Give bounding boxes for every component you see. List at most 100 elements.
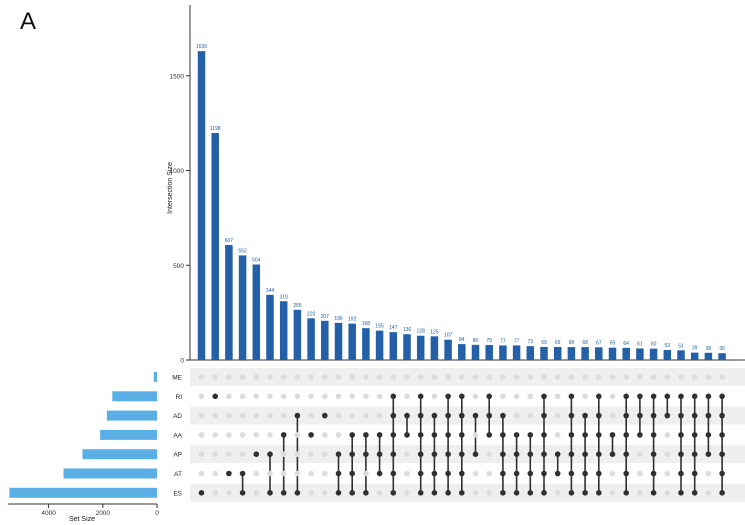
matrix-dot-active	[719, 451, 725, 458]
matrix-dot	[513, 374, 520, 380]
y-axis-label: Intersection Size	[167, 162, 174, 214]
matrix-dot-active	[719, 393, 725, 400]
matrix-dot-active	[691, 470, 698, 477]
set-size-tick-label: 4000	[41, 510, 56, 517]
matrix-dot	[294, 393, 301, 400]
matrix-dot-active	[226, 470, 232, 477]
matrix-dot-active	[650, 470, 657, 477]
matrix-dot-active	[431, 470, 438, 477]
matrix-dot-active	[596, 412, 602, 419]
matrix-dot-active	[335, 451, 342, 458]
matrix-dot-active	[650, 432, 657, 438]
matrix-dot	[691, 374, 698, 380]
matrix-dot-active	[363, 451, 369, 458]
matrix-dot	[212, 374, 218, 380]
matrix-dot	[513, 412, 520, 419]
matrix-dot	[363, 412, 369, 419]
matrix-dot	[664, 374, 671, 380]
matrix-dot-active	[445, 451, 451, 458]
bar-value-label: 196	[334, 316, 343, 322]
intersection-bar	[649, 348, 658, 360]
matrix-dot-active	[582, 432, 588, 438]
matrix-dot	[404, 393, 410, 400]
matrix-dot-active	[541, 412, 547, 419]
intersection-bar	[663, 349, 672, 360]
intersection-bar	[690, 352, 699, 360]
matrix-dot-active	[609, 451, 616, 458]
matrix-dot-active	[541, 470, 547, 477]
matrix-dot-active	[239, 490, 246, 496]
matrix-dot-active	[678, 490, 684, 496]
matrix-dot	[486, 490, 493, 496]
matrix-dot-active	[596, 432, 602, 438]
matrix-dot	[322, 470, 328, 477]
intersection-bar	[622, 347, 630, 360]
matrix-dot-active	[637, 393, 643, 400]
matrix-dot-active	[705, 432, 712, 438]
matrix-dot	[527, 393, 534, 400]
matrix-dot-active	[678, 451, 684, 458]
matrix-dot	[239, 451, 246, 458]
intersection-bar	[485, 345, 493, 360]
matrix-dot-active	[582, 412, 588, 419]
matrix-dot-active	[596, 393, 602, 400]
intersection-bar	[677, 350, 685, 360]
intersection-bar	[252, 264, 261, 360]
matrix-dot-active	[253, 451, 260, 458]
matrix-dot	[404, 470, 410, 477]
matrix-dot-active	[719, 470, 725, 477]
matrix-dot	[308, 374, 314, 380]
matrix-dot-active	[650, 412, 657, 419]
matrix-dot	[212, 412, 218, 419]
intersection-bar	[444, 339, 452, 360]
matrix-dot	[554, 393, 561, 400]
matrix-dot-active	[568, 432, 575, 438]
matrix-dot-active	[582, 490, 588, 496]
bar-value-label: 77	[500, 338, 506, 344]
matrix-row-stripe	[190, 445, 745, 464]
set-size-bar	[63, 468, 157, 479]
bar-value-label: 1198	[210, 126, 221, 132]
matrix-dot	[582, 374, 588, 380]
matrix-dot-active	[568, 393, 575, 400]
matrix-dot-active	[705, 393, 712, 400]
matrix-dot-active	[678, 432, 684, 438]
matrix-dot	[609, 470, 616, 477]
matrix-dot	[267, 470, 273, 477]
matrix-dot-active	[445, 470, 451, 477]
matrix-dot	[280, 412, 287, 419]
matrix-dot-active	[541, 490, 547, 496]
matrix-dot-active	[623, 432, 629, 438]
matrix-dot-active	[363, 432, 369, 438]
matrix-dot	[294, 470, 301, 477]
intersection-bar	[499, 345, 507, 360]
matrix-dot	[294, 451, 301, 458]
matrix-dot-active	[691, 432, 698, 438]
set-size-tick-label: 0	[155, 510, 159, 517]
matrix-dot	[322, 451, 328, 458]
matrix-dot-active	[459, 393, 465, 400]
matrix-dot-active	[417, 432, 424, 438]
matrix-dot-active	[623, 470, 629, 477]
matrix-dot-active	[431, 451, 438, 458]
intersection-bar	[348, 323, 356, 360]
matrix-dot-active	[678, 470, 684, 477]
bar-value-label: 265	[293, 303, 302, 309]
matrix-dot-active	[582, 470, 588, 477]
matrix-dot-active	[650, 490, 657, 496]
bar-value-label: 69	[541, 340, 547, 346]
matrix-dot	[280, 393, 287, 400]
matrix-dot-active	[500, 470, 506, 477]
matrix-dot	[705, 490, 712, 496]
set-size-bar	[106, 410, 157, 421]
matrix-dot	[404, 451, 410, 458]
matrix-dot	[280, 470, 287, 477]
matrix-dot-active	[294, 412, 301, 419]
set-name-label: AP	[173, 452, 182, 459]
matrix-dot-active	[691, 490, 698, 496]
matrix-dot-active	[568, 470, 575, 477]
intersection-bar	[403, 334, 411, 360]
intersection-bar	[362, 328, 370, 360]
bar-value-label: 53	[665, 343, 671, 349]
matrix-dot-active	[404, 412, 410, 419]
